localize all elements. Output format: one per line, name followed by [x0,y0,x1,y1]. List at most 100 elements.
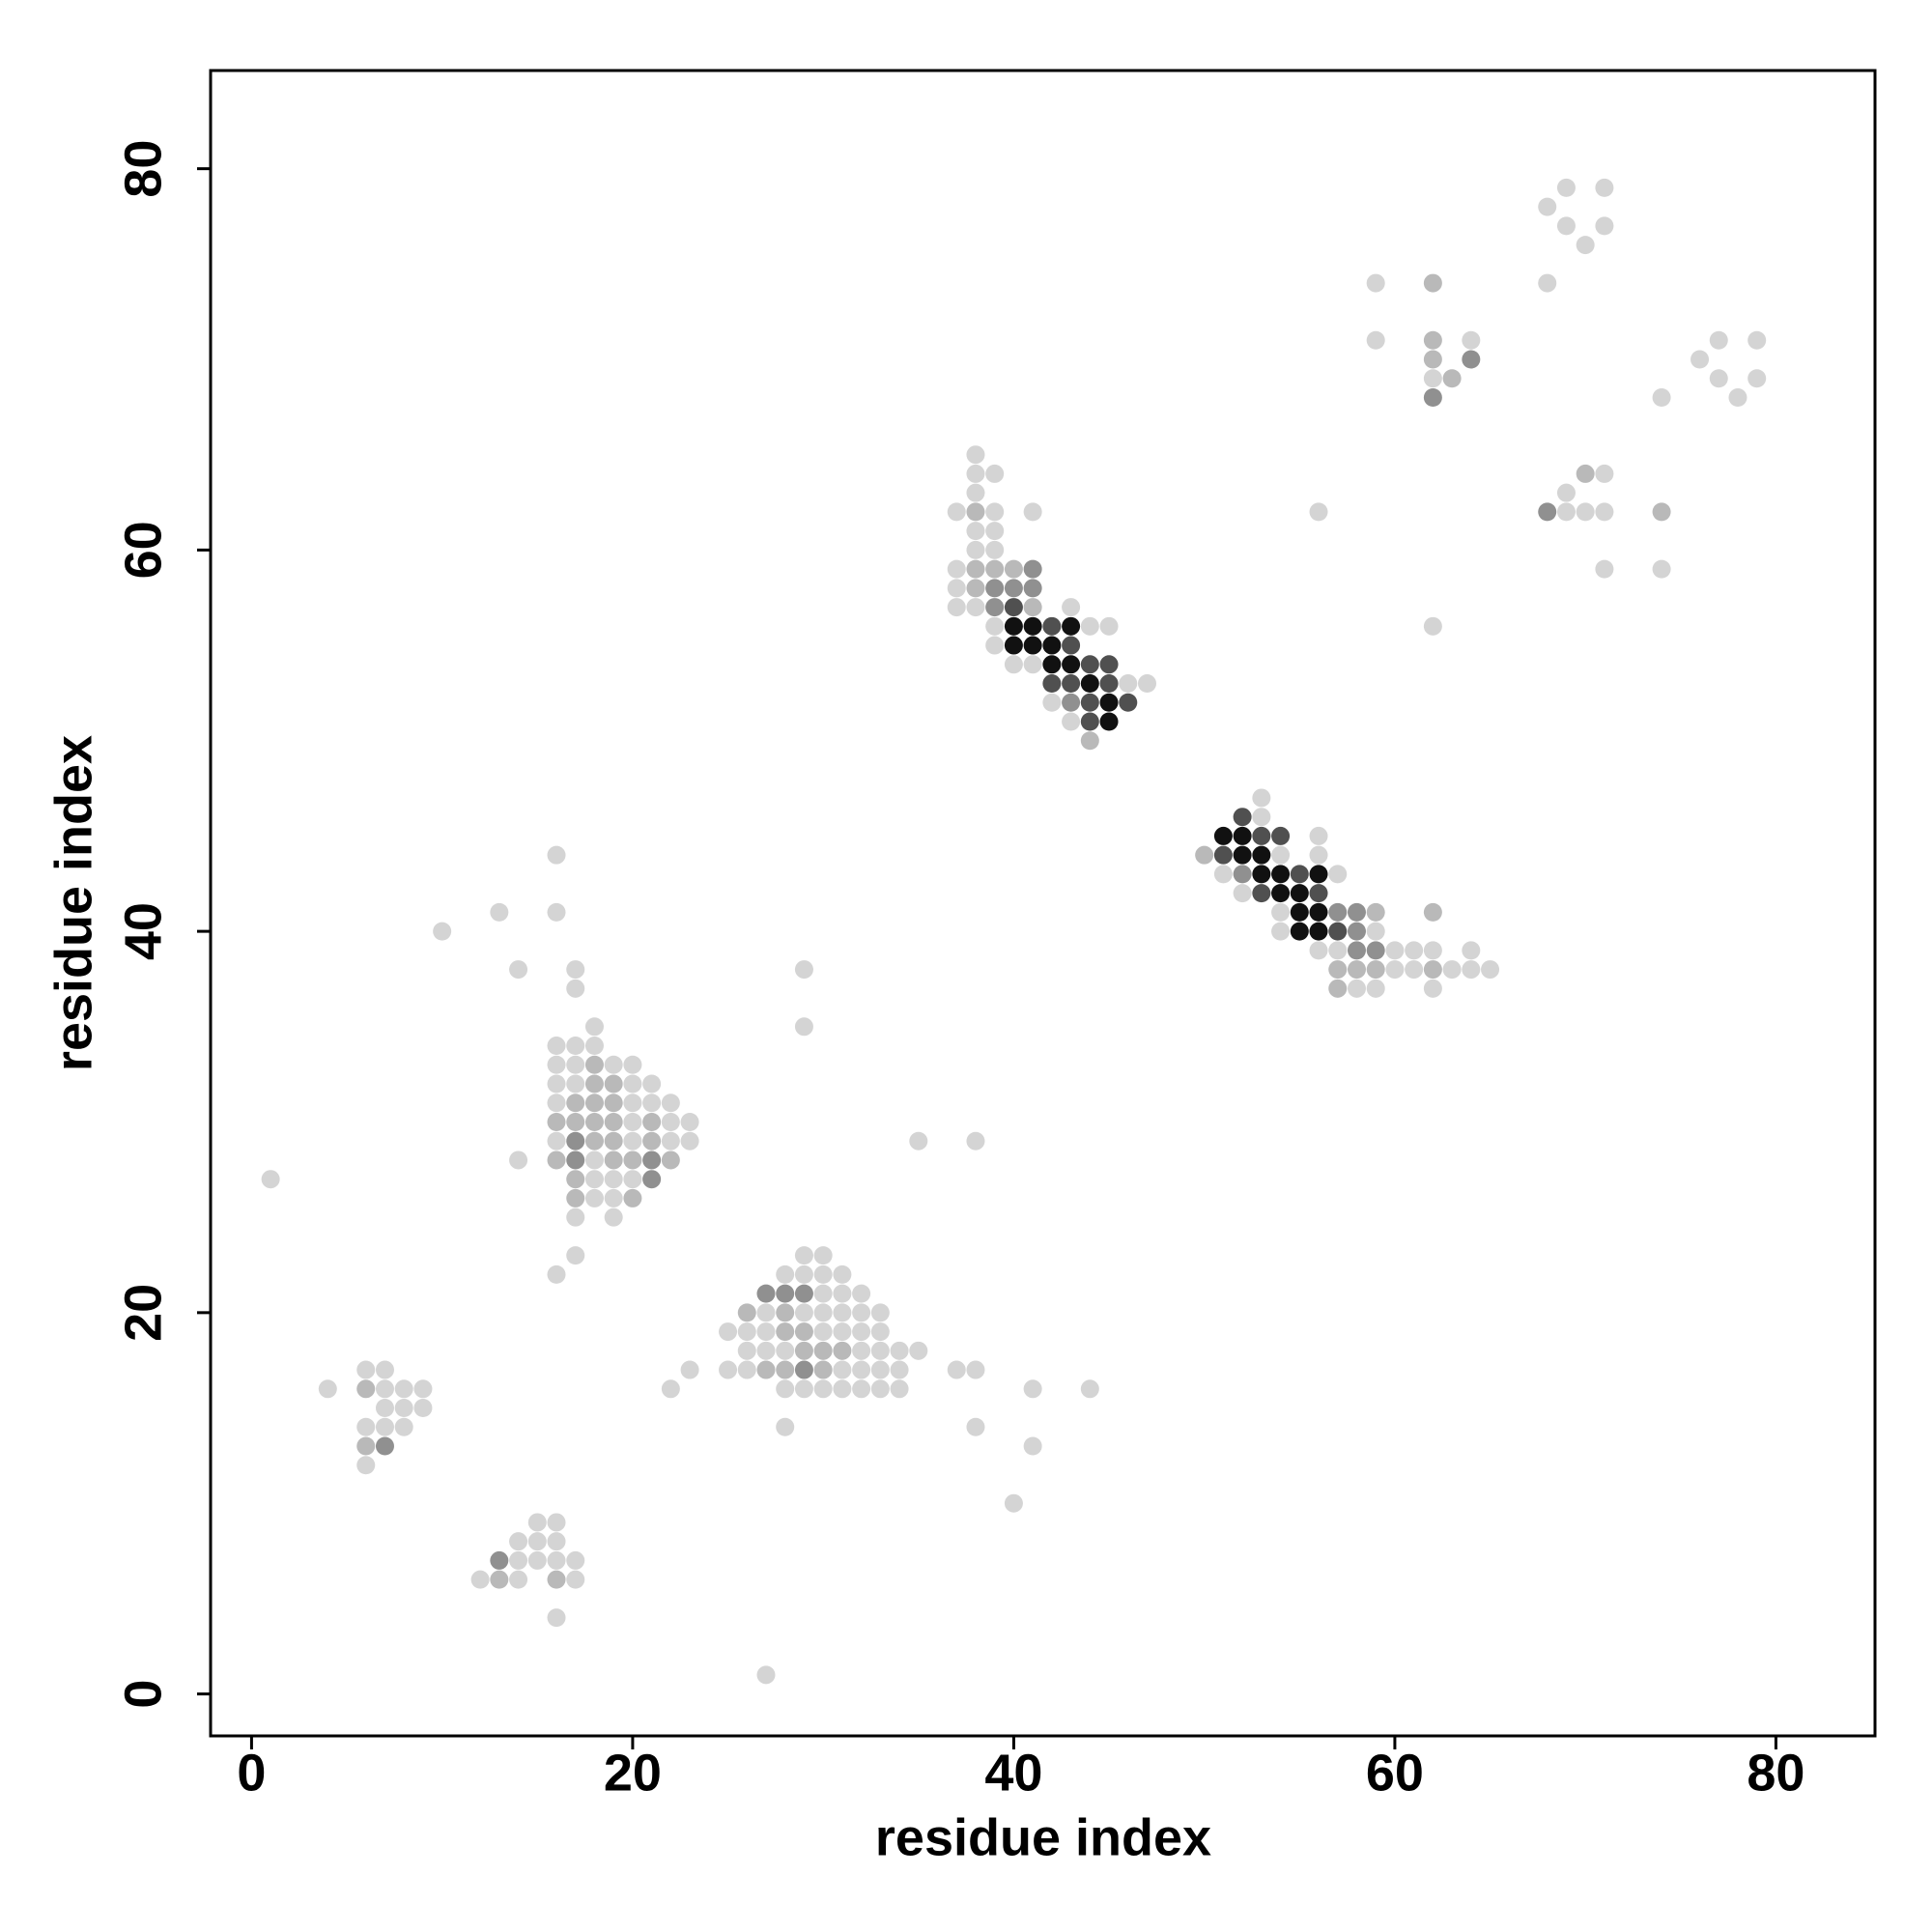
contact-point [661,1151,680,1170]
contact-point [1442,369,1462,388]
contact-point [1405,941,1424,960]
contact-point [1023,1379,1042,1399]
contact-point [1042,636,1062,655]
contact-point [566,960,585,980]
contact-point [1556,502,1576,522]
contact-point [1099,674,1119,694]
contact-point [261,1170,280,1189]
contact-point [566,1570,585,1589]
y-axis-title: residue index [44,735,102,1071]
contact-point [966,1417,985,1436]
contact-point [1042,693,1062,712]
contact-point [1119,693,1138,712]
contact-point [604,1094,623,1113]
contact-point [1747,330,1767,350]
contact-point [776,1284,795,1303]
contact-point [375,1399,394,1418]
contact-point [852,1379,871,1399]
contact-point [756,1360,776,1379]
contact-point [756,1322,776,1342]
x-tick-label: 40 [984,1744,1042,1802]
contact-point [1023,579,1042,598]
contact-point [547,1608,566,1628]
contact-point [566,1037,585,1056]
contact-point [966,559,985,579]
contact-point [813,1303,833,1322]
contact-point [623,1131,642,1151]
contact-point [394,1379,413,1399]
contact-point [776,1417,795,1436]
contact-point [966,1360,985,1379]
contact-point [547,1264,566,1284]
contact-point [356,1436,376,1456]
contact-point [356,1456,376,1475]
contact-point [547,1151,566,1170]
contact-point [1119,674,1138,694]
contact-point [490,1570,509,1589]
contact-point [623,1112,642,1131]
contact-point [813,1379,833,1399]
contact-point [1347,922,1366,941]
contact-point [1423,979,1442,998]
contact-point [604,1170,623,1189]
contact-point [1004,1493,1023,1513]
contact-point [833,1322,852,1342]
contact-point [1366,330,1385,350]
contact-point [584,1112,604,1131]
contact-point [966,1131,985,1151]
contact-point [604,1055,623,1074]
contact-point [1462,350,1481,369]
contact-point [776,1341,795,1360]
contact-point [356,1379,376,1399]
contact-point [1538,502,1557,522]
contact-point [1462,330,1481,350]
contact-point [661,1131,680,1151]
contact-point [852,1360,871,1379]
contact-point [794,1017,813,1037]
contact-point [1290,922,1309,941]
contact-point [584,1074,604,1094]
contact-point [1023,502,1042,522]
contact-point [1213,826,1233,845]
contact-point [394,1399,413,1418]
contact-point [1347,941,1366,960]
contact-point [584,1151,604,1170]
contact-point [566,1112,585,1131]
contact-point [566,1151,585,1170]
contact-point [813,1264,833,1284]
contact-point [547,1112,566,1131]
contact-point [604,1112,623,1131]
contact-point [1062,712,1081,731]
y-tick-label: 0 [114,1680,172,1709]
contact-point [547,1131,566,1151]
y-tick-label: 60 [114,521,172,579]
contact-point [1252,808,1271,827]
y-tick-label: 20 [114,1284,172,1342]
contact-point [1423,330,1442,350]
contact-point [584,1170,604,1189]
contact-point [1004,579,1023,598]
contact-point [1538,197,1557,216]
y-tick-label: 80 [114,140,172,198]
contact-point [890,1379,909,1399]
contact-point [1576,236,1595,255]
contact-point [1062,655,1081,674]
contact-point [985,559,1005,579]
contact-point [1213,845,1233,865]
contact-point [1290,865,1309,884]
plot-frame [209,69,1877,1738]
contact-point [833,1360,852,1379]
contact-point [623,1170,642,1189]
contact-point [490,902,509,922]
contact-point [1652,502,1671,522]
contact-point [813,1322,833,1342]
contact-point [1271,902,1291,922]
contact-point [1213,865,1233,884]
contact-point [1385,960,1405,980]
contact-point [509,1532,528,1551]
contact-point [1062,636,1081,655]
contact-point [1023,616,1042,636]
contact-point [1271,922,1291,941]
contact-point [1328,865,1348,884]
